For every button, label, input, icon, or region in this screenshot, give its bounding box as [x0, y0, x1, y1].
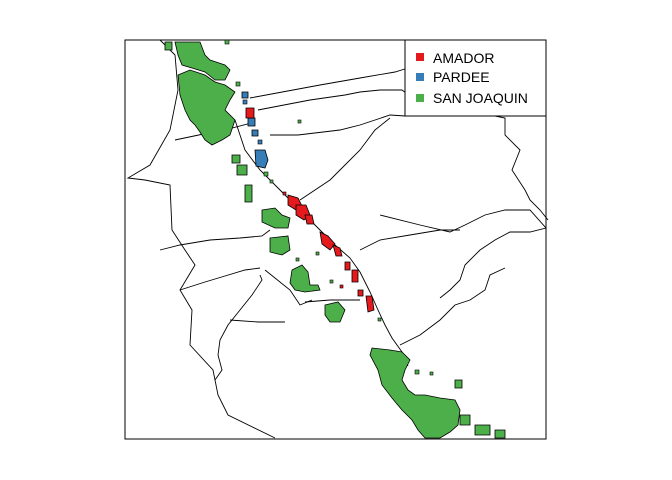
parcel-sj-south-c [474, 424, 491, 436]
parcel-small-2 [242, 99, 248, 105]
parcel-sj-b [236, 164, 248, 176]
parcel-small-9 [339, 284, 344, 289]
parcel-sj-west-small [164, 41, 173, 51]
boundary-mid-a [270, 114, 406, 136]
legend-swatch-san-joaquin [416, 94, 424, 102]
parcel-sj-c [244, 184, 253, 203]
parcels-amador [245, 107, 375, 313]
parcel-amador-e [319, 231, 336, 251]
parcel-amador-j [365, 295, 375, 313]
parcels-pardee [241, 91, 269, 169]
parcel-sj-north-strip [174, 41, 231, 81]
boundary-south-f [399, 267, 506, 346]
parcel-sj-f [289, 264, 321, 293]
parcel-pardee-b [251, 129, 259, 137]
parcel-sj-south-d [454, 379, 463, 389]
parcel-amador-f [332, 244, 343, 257]
parcel-small-11 [414, 369, 420, 375]
parcel-pardee-c [241, 91, 249, 99]
boundary-north-a [249, 67, 409, 99]
parcel-sj-south-main [369, 347, 461, 439]
parcel-sj-main-north [177, 69, 236, 146]
parcel-sj-g [324, 301, 346, 323]
boundary-south-e [304, 299, 360, 303]
legend-item-amador: AMADOR [416, 50, 494, 66]
parcel-small-13 [224, 39, 230, 45]
legend-label-san-joaquin: SAN JOAQUIN [433, 90, 528, 106]
parcel-small-10 [377, 317, 382, 322]
boundary-east [379, 209, 547, 299]
boundary-river [234, 119, 409, 367]
legend-item-pardee: PARDEE [416, 69, 490, 85]
parcel-sj-south-e [494, 429, 506, 439]
boundary-south-h [229, 319, 285, 323]
legend-label-pardee: PARDEE [433, 69, 490, 85]
parcel-amador-i [357, 289, 364, 297]
legend: AMADOR PARDEE SAN JOAQUIN [404, 39, 547, 117]
boundary-mid-b [299, 117, 391, 201]
boundary-south-g [264, 269, 313, 306]
parcel-pardee-main [254, 149, 269, 169]
parcel-small-3 [257, 139, 263, 145]
parcel-sj-south-b [459, 414, 471, 426]
map-frame [124, 39, 547, 440]
boundary-south-b [179, 267, 261, 291]
boundary-south-c [214, 274, 263, 381]
legend-box [404, 39, 547, 117]
parcels-small [224, 39, 434, 376]
parcel-sj-a [231, 154, 241, 164]
parcel-amador-h [351, 269, 359, 283]
boundary-south-d [359, 229, 460, 251]
parcel-small-14 [297, 119, 302, 124]
boundary-south-a [159, 229, 271, 251]
parcel-amador-g [344, 261, 351, 271]
parcel-small-8 [295, 257, 300, 262]
parcel-pardee-a [247, 117, 256, 127]
legend-label-amador: AMADOR [433, 50, 494, 66]
parcel-small-12 [429, 371, 434, 376]
parcel-sj-e [269, 235, 291, 256]
parcel-amador-a [245, 107, 255, 119]
parcel-small-1 [235, 81, 241, 87]
legend-item-san-joaquin: SAN JOAQUIN [416, 90, 528, 106]
parcel-small-15 [329, 279, 334, 284]
parcel-amador-d [304, 214, 315, 225]
parcel-small-7 [315, 251, 320, 256]
parcel-small-6 [282, 191, 287, 196]
parcel-sj-d [261, 207, 291, 229]
parcel-small-5 [269, 179, 274, 184]
parcel-small-4 [263, 171, 269, 177]
legend-swatch-pardee [416, 73, 424, 81]
parcels-san-joaquin [164, 41, 506, 439]
boundary-lines [126, 39, 549, 439]
legend-swatch-amador [416, 53, 424, 61]
boundary-west [126, 39, 276, 439]
